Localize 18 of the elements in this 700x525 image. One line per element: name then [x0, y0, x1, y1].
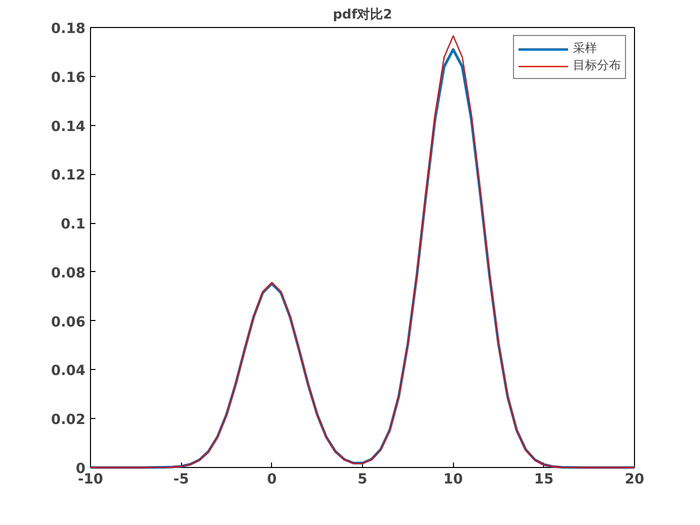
x-tick-label: 5: [358, 472, 368, 488]
legend-label: 采样: [573, 40, 597, 57]
y-tick-label: 0.08: [50, 265, 86, 282]
y-tick-label: 0.14: [50, 118, 86, 135]
y-tick-label: 0.1: [60, 216, 86, 233]
x-tick-label: 10: [443, 472, 464, 488]
y-tick-label: 0.16: [50, 70, 86, 86]
y-tick-label: 0.02: [50, 412, 86, 428]
chart-title: pdf对比2: [332, 8, 392, 22]
x-tick-label: 0: [266, 472, 277, 488]
y-tick-label: 0.12: [50, 168, 86, 184]
x-tick-label: 20: [624, 472, 644, 488]
legend-label: 目标分布: [573, 57, 621, 74]
y-tick-label: 0.18: [50, 21, 86, 37]
y-tick-label: 0.04: [50, 363, 86, 380]
x-tick-label: -5: [173, 472, 189, 488]
x-tick-label: 15: [534, 472, 554, 488]
y-tick-label: 0.06: [50, 314, 86, 330]
